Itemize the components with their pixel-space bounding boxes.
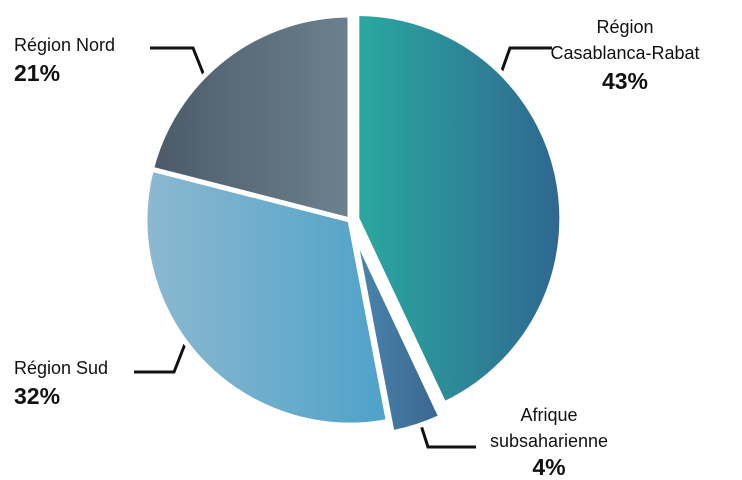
slice-label: Région Nord 21%: [14, 32, 154, 88]
value-label: 43%: [601, 68, 649, 94]
pie-slice: [354, 10, 565, 407]
value-label: 4%: [532, 454, 566, 480]
category-label: Afrique subsaharienne: [489, 405, 609, 451]
slice-label: Région Casablanca-Rabat 43%: [545, 14, 705, 96]
slice-label: Afrique subsaharienne 4%: [470, 402, 628, 480]
slice-label: Région Sud 32%: [14, 355, 144, 411]
value-label: 21%: [14, 60, 61, 86]
leader-line: [498, 46, 552, 77]
pie-slice: [351, 228, 444, 436]
category-label: Région Sud: [14, 358, 109, 378]
leader-line: [134, 343, 187, 374]
value-label: 32%: [14, 383, 61, 409]
category-label: Région Casablanca-Rabat: [550, 17, 700, 63]
leader-line: [150, 46, 207, 79]
pie-slice: [148, 12, 353, 223]
category-label: Région Nord: [14, 35, 116, 55]
pie-slice: [142, 166, 391, 428]
